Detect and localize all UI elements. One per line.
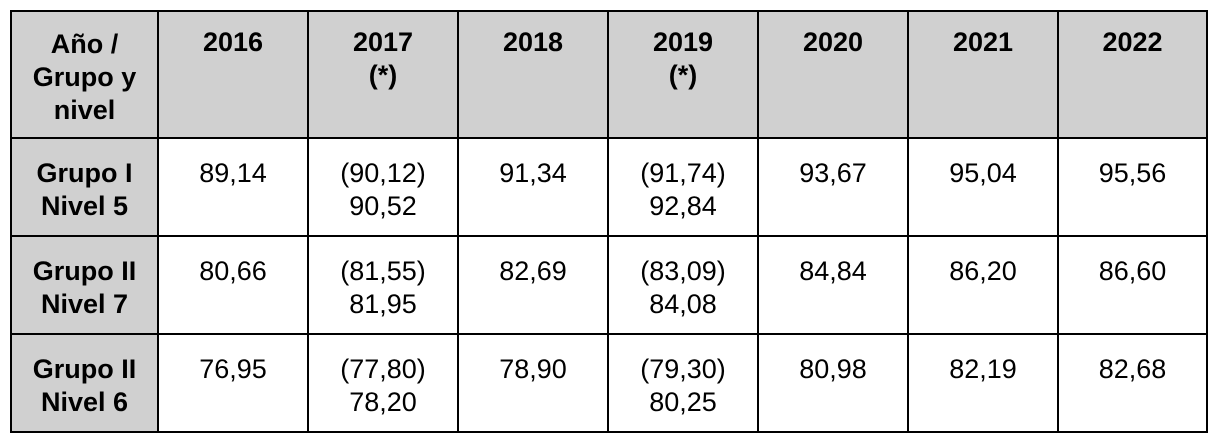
- value-text: 78,20: [349, 387, 417, 417]
- value-cell: 89,14: [157, 137, 309, 237]
- corner-header-line: Grupo y: [32, 62, 137, 92]
- header-row: Año / Grupo y nivel 2016 2017 (*) 2018 2…: [10, 10, 1208, 139]
- year-header-2020: 2020: [757, 10, 909, 139]
- value-text: 93,67: [799, 158, 867, 188]
- value-cell: (83,09) 84,08: [607, 235, 759, 335]
- row-label-cell: Grupo I Nivel 5: [10, 137, 159, 237]
- corner-header-cell: Año / Grupo y nivel: [10, 10, 159, 139]
- value-cell: 84,84: [757, 235, 909, 335]
- table-container: Año / Grupo y nivel 2016 2017 (*) 2018 2…: [10, 10, 1208, 433]
- value-cell: 82,19: [907, 333, 1059, 433]
- year-label: 2021: [952, 27, 1014, 57]
- year-header-2019: 2019 (*): [607, 10, 759, 139]
- value-text: 90,52: [349, 191, 417, 221]
- value-text: 82,69: [499, 256, 567, 286]
- value-cell: 95,04: [907, 137, 1059, 237]
- value-text-provisional: (91,74): [640, 158, 726, 188]
- row-label-line: Grupo II: [32, 354, 137, 384]
- value-cell: 95,56: [1057, 137, 1208, 237]
- row-label-cell: Grupo II Nivel 6: [10, 333, 159, 433]
- value-text: 82,19: [949, 354, 1017, 384]
- year-header-2017: 2017 (*): [307, 10, 459, 139]
- year-label: 2022: [1102, 27, 1163, 57]
- value-cell: 93,67: [757, 137, 909, 237]
- salary-index-table: Año / Grupo y nivel 2016 2017 (*) 2018 2…: [10, 10, 1208, 433]
- value-cell: (79,30) 80,25: [607, 333, 759, 433]
- row-label-line: Nivel 6: [40, 387, 129, 417]
- value-text-provisional: (90,12): [340, 158, 426, 188]
- value-cell: 91,34: [457, 137, 609, 237]
- row-label-line: Grupo I: [36, 158, 133, 188]
- value-text: 91,34: [499, 158, 567, 188]
- value-cell: 76,95: [157, 333, 309, 433]
- row-label-line: Nivel 5: [40, 191, 129, 221]
- value-text: 78,90: [499, 354, 567, 384]
- value-cell: 80,66: [157, 235, 309, 335]
- year-label: 2017: [352, 27, 414, 57]
- row-label-line: Grupo II: [32, 256, 137, 286]
- year-note: (*): [668, 60, 698, 90]
- value-cell: (81,55) 81,95: [307, 235, 459, 335]
- value-text: 92,84: [649, 191, 717, 221]
- value-cell: 78,90: [457, 333, 609, 433]
- value-text-provisional: (83,09): [640, 256, 726, 286]
- year-header-2018: 2018: [457, 10, 609, 139]
- value-cell: (90,12) 90,52: [307, 137, 459, 237]
- value-cell: 82,68: [1057, 333, 1208, 433]
- value-text: 95,04: [949, 158, 1017, 188]
- value-text: 80,66: [199, 256, 267, 286]
- table-row: Grupo II Nivel 6 76,95 (77,80) 78,20 78,…: [10, 333, 1208, 433]
- table-row: Grupo I Nivel 5 89,14 (90,12) 90,52 91,3…: [10, 137, 1208, 237]
- row-label-line: Nivel 7: [40, 289, 129, 319]
- table-row: Grupo II Nivel 7 80,66 (81,55) 81,95 82,…: [10, 235, 1208, 335]
- value-text: 84,08: [649, 289, 717, 319]
- value-text: 76,95: [199, 354, 267, 384]
- value-text: 80,98: [799, 354, 867, 384]
- year-header-2016: 2016: [157, 10, 309, 139]
- value-text-provisional: (77,80): [340, 354, 426, 384]
- year-header-2022: 2022: [1057, 10, 1208, 139]
- value-text: 86,20: [949, 256, 1017, 286]
- value-text-provisional: (81,55): [340, 256, 426, 286]
- value-text: 86,60: [1098, 256, 1167, 286]
- year-label: 2019: [652, 27, 714, 57]
- value-text: 82,68: [1098, 354, 1167, 384]
- value-cell: (77,80) 78,20: [307, 333, 459, 433]
- value-cell: 86,20: [907, 235, 1059, 335]
- value-text: 89,14: [199, 158, 267, 188]
- corner-header-line: Año /: [50, 29, 119, 59]
- year-label: 2020: [802, 27, 864, 57]
- row-label-cell: Grupo II Nivel 7: [10, 235, 159, 335]
- corner-header-line: nivel: [53, 95, 116, 125]
- value-cell: 80,98: [757, 333, 909, 433]
- value-text-provisional: (79,30): [640, 354, 726, 384]
- value-cell: 82,69: [457, 235, 609, 335]
- year-label: 2018: [502, 27, 564, 57]
- value-text: 84,84: [799, 256, 867, 286]
- value-text: 80,25: [649, 387, 717, 417]
- year-label: 2016: [202, 27, 264, 57]
- year-header-2021: 2021: [907, 10, 1059, 139]
- value-text: 81,95: [349, 289, 417, 319]
- value-cell: (91,74) 92,84: [607, 137, 759, 237]
- value-cell: 86,60: [1057, 235, 1208, 335]
- value-text: 95,56: [1098, 158, 1167, 188]
- year-note: (*): [368, 60, 398, 90]
